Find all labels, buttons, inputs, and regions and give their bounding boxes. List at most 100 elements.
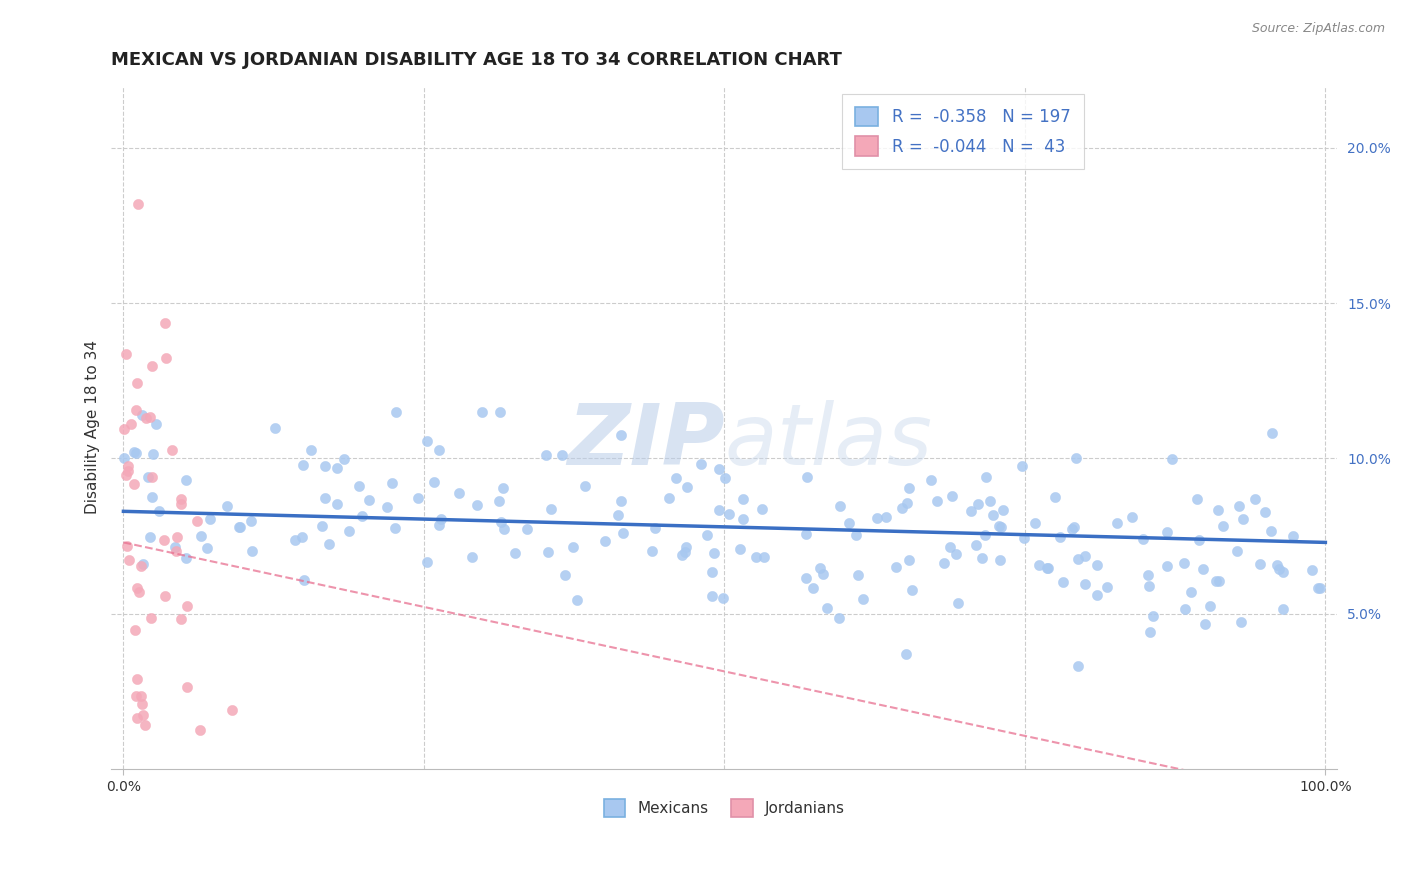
Point <box>794 571 817 585</box>
Y-axis label: Disability Age 18 to 34: Disability Age 18 to 34 <box>86 341 100 515</box>
Point <box>416 554 439 568</box>
Point <box>384 405 406 419</box>
Point <box>155 316 177 330</box>
Point <box>221 703 243 717</box>
Point <box>406 491 429 506</box>
Point <box>333 451 356 466</box>
Point <box>1188 533 1211 547</box>
Point <box>1212 519 1234 533</box>
Point <box>416 434 439 448</box>
Point <box>811 567 834 582</box>
Point <box>125 689 148 703</box>
Point <box>122 445 145 459</box>
Point <box>311 519 333 533</box>
Point <box>1012 531 1035 545</box>
Point <box>751 501 773 516</box>
Point <box>170 497 193 511</box>
Point <box>920 473 942 487</box>
Point <box>711 591 734 606</box>
Point <box>939 541 962 555</box>
Point <box>141 470 163 484</box>
Point <box>981 508 1004 522</box>
Point <box>145 417 167 431</box>
Point <box>115 468 138 483</box>
Point <box>132 558 155 572</box>
Point <box>117 464 139 478</box>
Point <box>898 552 921 566</box>
Point <box>136 470 159 484</box>
Point <box>122 477 145 491</box>
Point <box>1205 574 1227 589</box>
Point <box>299 443 322 458</box>
Point <box>730 542 752 557</box>
Point <box>1024 516 1046 530</box>
Point <box>195 541 218 555</box>
Point <box>1085 558 1108 573</box>
Point <box>1142 608 1164 623</box>
Point <box>718 507 741 521</box>
Point <box>138 530 160 544</box>
Point <box>967 498 990 512</box>
Point <box>1226 543 1249 558</box>
Point <box>875 509 897 524</box>
Point <box>125 672 148 686</box>
Point <box>897 482 920 496</box>
Point <box>925 493 948 508</box>
Point <box>1244 492 1267 507</box>
Point <box>284 533 307 547</box>
Point <box>118 553 141 567</box>
Point <box>430 512 453 526</box>
Point <box>1028 558 1050 573</box>
Point <box>700 565 723 579</box>
Point <box>155 589 177 603</box>
Point <box>141 359 163 374</box>
Point <box>979 494 1001 508</box>
Point <box>946 596 969 610</box>
Point <box>801 582 824 596</box>
Point <box>124 445 146 459</box>
Point <box>503 546 526 560</box>
Text: ZIP: ZIP <box>567 400 724 483</box>
Point <box>488 494 510 508</box>
Point <box>347 479 370 493</box>
Point <box>696 527 718 541</box>
Point <box>170 612 193 626</box>
Point <box>427 442 450 457</box>
Point <box>610 494 633 508</box>
Point <box>991 503 1014 517</box>
Point <box>733 512 755 526</box>
Point <box>534 448 557 462</box>
Point <box>120 417 142 432</box>
Point <box>664 471 686 485</box>
Point <box>941 490 963 504</box>
Point <box>381 476 404 491</box>
Point <box>215 500 238 514</box>
Point <box>1173 556 1195 570</box>
Point <box>1137 579 1160 593</box>
Point <box>606 508 628 523</box>
Point <box>1036 561 1059 575</box>
Point <box>675 545 697 559</box>
Point <box>960 503 983 517</box>
Point <box>1265 558 1288 572</box>
Point <box>467 498 489 512</box>
Point <box>794 527 817 541</box>
Point <box>174 551 197 566</box>
Point <box>537 545 560 559</box>
Point <box>314 491 336 505</box>
Point <box>676 480 699 494</box>
Point <box>115 347 138 361</box>
Point <box>229 519 252 533</box>
Point <box>754 550 776 565</box>
Point <box>671 549 693 563</box>
Point <box>845 527 868 541</box>
Point <box>1180 585 1202 599</box>
Point <box>166 530 188 544</box>
Point <box>318 537 340 551</box>
Point <box>135 411 157 425</box>
Point <box>127 711 149 725</box>
Point <box>974 469 997 483</box>
Point <box>1066 450 1088 465</box>
Point <box>1260 524 1282 539</box>
Point <box>352 508 374 523</box>
